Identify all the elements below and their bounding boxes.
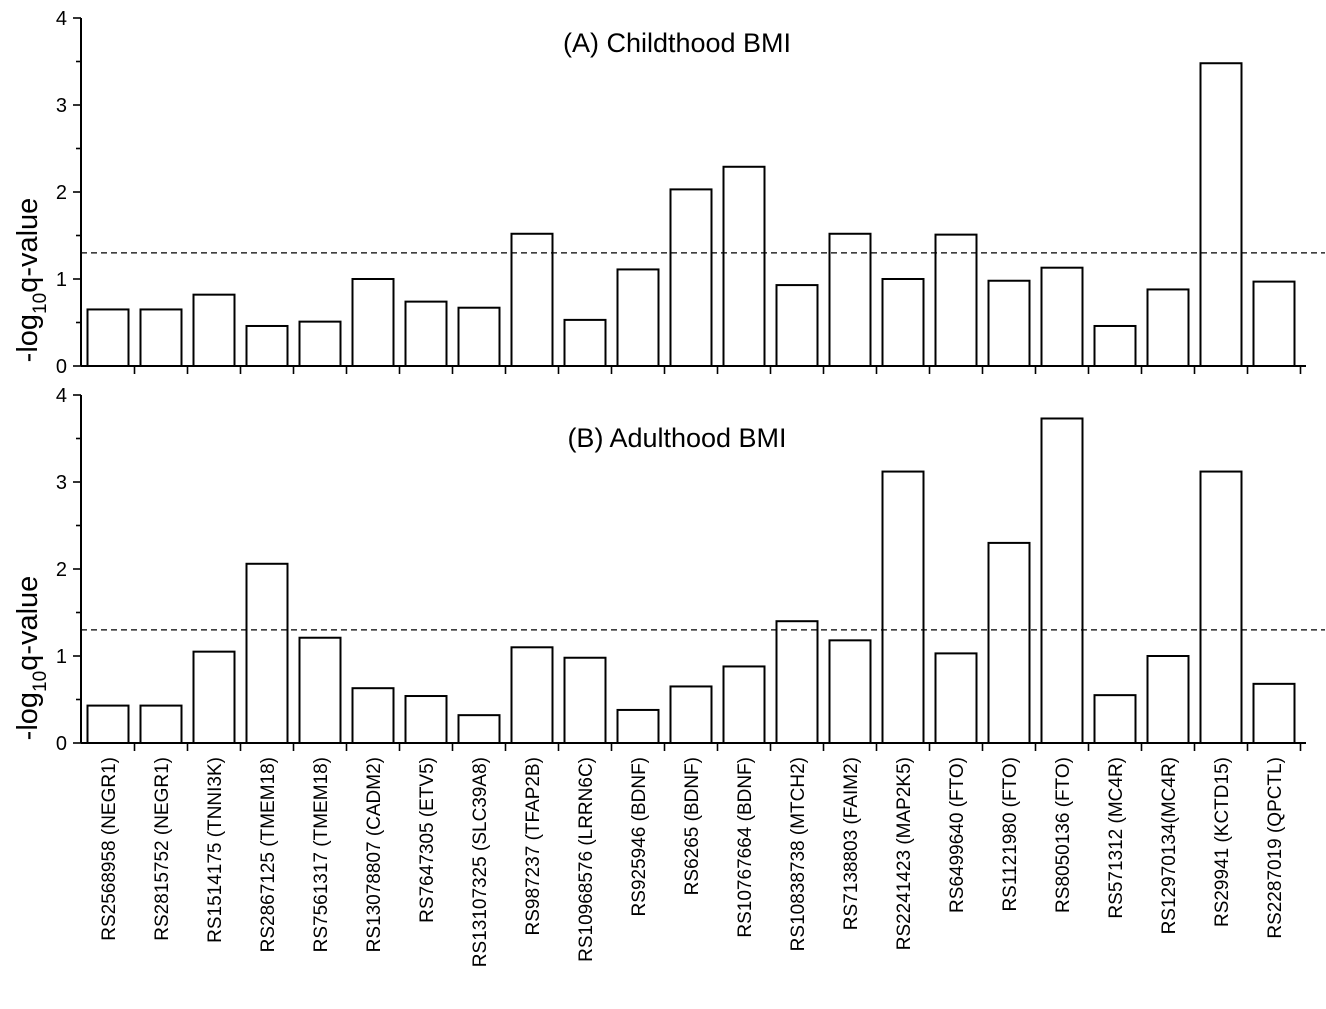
x-category-label: RS2815752 (NEGR1) (152, 757, 173, 941)
bar (404, 300, 448, 367)
bar (1252, 682, 1296, 745)
bar (1199, 62, 1243, 368)
bar (881, 278, 925, 367)
bar (669, 685, 713, 745)
bar (775, 620, 819, 745)
bar (245, 324, 289, 368)
y-tick-label: 2 (56, 182, 67, 204)
bar (86, 704, 130, 745)
x-category-label: RS2287019 (QPCTL) (1265, 757, 1286, 939)
y-tick-label: 3 (56, 472, 67, 494)
x-category-label: RS1121980 (FTO) (1000, 757, 1021, 912)
y-axis-label: -log10q-value (12, 198, 51, 363)
panel-title: (B) Adulthood BMI (567, 423, 786, 453)
y-tick-label: 3 (56, 95, 67, 117)
y-axis-label-suffix: q-value (12, 576, 44, 671)
x-category-label: RS2241423 (MAP2K5) (894, 757, 915, 950)
x-category-label: RS13107325 (SLC39A8) (470, 757, 491, 967)
y-axis-label-prefix: -log (12, 692, 44, 740)
x-axis-category-labels: RS2568958 (NEGR1) RS2815752 (NEGR1) RS1514… (99, 757, 1286, 967)
bar (245, 562, 289, 745)
y-axis-label-prefix: -log (12, 314, 44, 362)
x-category-label: RS10968576 (LRRN6C) (576, 757, 597, 962)
bar (351, 278, 395, 367)
bar (510, 232, 554, 367)
bar (404, 695, 448, 745)
bar (457, 714, 501, 744)
x-category-label: RS7561317 (TMEM18) (311, 757, 332, 952)
bar (1146, 288, 1190, 367)
y-axis-label-subscript: 10 (30, 293, 51, 314)
bar (669, 188, 713, 367)
x-category-label: RS12970134(MC4R) (1159, 757, 1180, 934)
y-tick-label: 4 (56, 8, 67, 30)
bar (86, 308, 130, 368)
bar (510, 646, 554, 744)
y-axis-label-subscript: 10 (30, 671, 51, 692)
bar (192, 293, 236, 367)
y-axis-label: -log10q-value (12, 576, 51, 741)
panel-adulthood-bmi: 0 1 2 3 4 (B) Adulthood BMI -log10q-value (12, 385, 1325, 755)
bar (616, 708, 660, 745)
bar (457, 306, 501, 367)
x-category-label: RS7647305 (ETV5) (417, 757, 438, 923)
y-tick-label: 2 (56, 559, 67, 581)
x-category-label: RS571312 (MC4R) (1106, 757, 1127, 919)
x-category-label: RS29941 (KCTD15) (1212, 757, 1233, 927)
bar (987, 279, 1031, 367)
y-tick-label: 1 (56, 646, 67, 668)
bar (351, 687, 395, 745)
x-category-label: RS987237 (TFAP2B) (523, 757, 544, 935)
bar (881, 470, 925, 744)
bar (828, 639, 872, 745)
bar (192, 650, 236, 745)
bar (1199, 470, 1243, 744)
bar (139, 704, 183, 745)
y-tick-label: 1 (56, 269, 67, 291)
y-tick-label: 0 (56, 356, 67, 378)
bar (563, 318, 607, 368)
bar (775, 284, 819, 367)
bar (1252, 280, 1296, 367)
bar (987, 541, 1031, 745)
x-category-label: RS13078807 (CADM2) (364, 757, 385, 952)
y-tick-label: 4 (56, 385, 67, 407)
bar (722, 165, 766, 367)
bar (1040, 266, 1084, 367)
x-category-label: RS10838738 (MTCH2) (788, 757, 809, 951)
x-category-label: RS6265 (BDNF) (682, 757, 703, 895)
bar (1040, 417, 1084, 744)
bar (563, 656, 607, 744)
x-category-label: RS1514175 (TNNI3K) (205, 757, 226, 943)
bar (298, 636, 342, 744)
x-category-label: RS6499640 (FTO) (947, 757, 968, 913)
bar (1146, 655, 1190, 744)
bar (139, 308, 183, 368)
x-category-label: RS2867125 (TMEM18) (258, 757, 279, 952)
x-category-label: RS925946 (BDNF) (629, 757, 650, 916)
panel-childhood-bmi: 0 1 2 3 4 (A) Childthood BMI -log10q-value (12, 8, 1325, 378)
bar (1093, 694, 1137, 745)
panel-title: (A) Childthood BMI (563, 28, 791, 58)
x-category-label: RS7138803 (FAIM2) (841, 757, 862, 930)
bar (1093, 324, 1137, 368)
x-category-label: RS8050136 (FTO) (1053, 757, 1074, 913)
bar (828, 232, 872, 367)
bar (722, 665, 766, 744)
y-tick-label: 0 (56, 733, 67, 755)
x-category-label: RS10767664 (BDNF) (735, 757, 756, 938)
bar (298, 320, 342, 368)
bar (934, 233, 978, 367)
x-category-label: RS2568958 (NEGR1) (99, 757, 120, 941)
y-axis-label-suffix: q-value (12, 198, 44, 293)
bar (616, 268, 660, 367)
bar (934, 652, 978, 745)
